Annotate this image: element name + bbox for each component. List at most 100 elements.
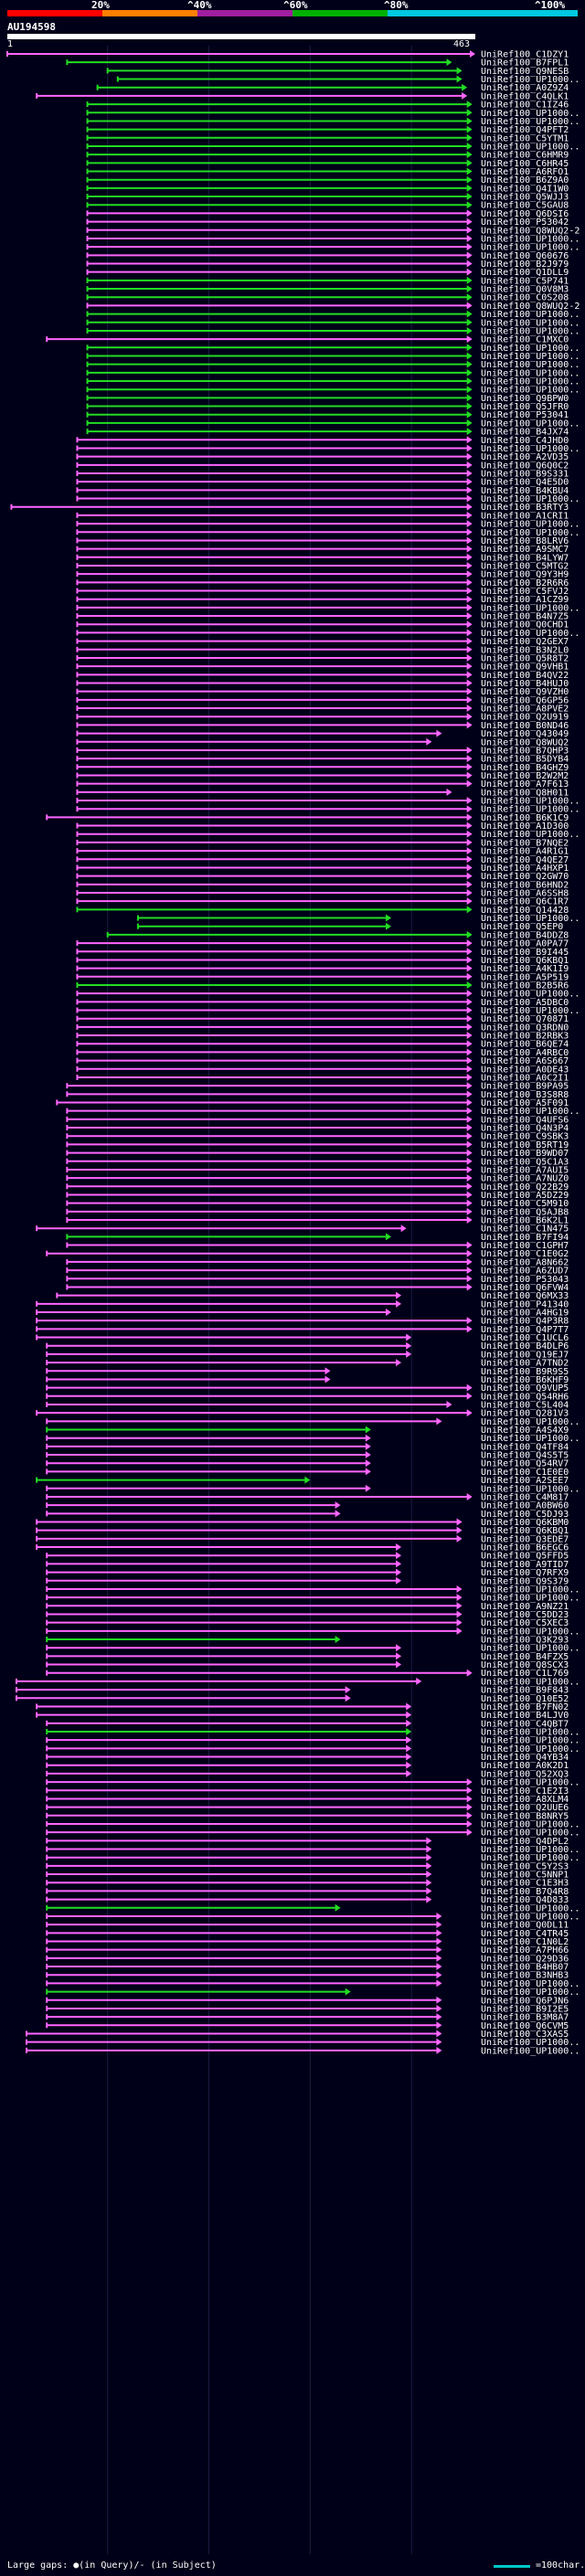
hit-label[interactable]: UniRef100_C1GPH7: [481, 1241, 569, 1251]
hit-row[interactable]: UniRef100_Q9VUP5: [46, 1383, 569, 1394]
hit-label[interactable]: UniRef100_P53041: [481, 410, 569, 420]
hit-label[interactable]: UniRef100_Q29D36: [481, 1954, 569, 1964]
hit-row[interactable]: UniRef100_Q9BPW0: [86, 394, 569, 404]
hit-row[interactable]: UniRef100_C1L769: [46, 1669, 569, 1679]
hit-row[interactable]: UniRef100_UP1000..: [86, 419, 580, 429]
hit-row[interactable]: UniRef100_B6EGC6: [36, 1543, 569, 1553]
hit-row[interactable]: UniRef100_A8PVE2: [76, 705, 569, 715]
hit-row[interactable]: UniRef100_A1CZ99: [76, 595, 569, 605]
hit-label[interactable]: UniRef100_B8LRV6: [481, 536, 569, 546]
hit-label[interactable]: UniRef100_Q3RDN0: [481, 1023, 569, 1033]
hit-row[interactable]: UniRef100_A7PH66: [46, 1945, 569, 1956]
hit-label[interactable]: UniRef100_UP1000..: [481, 109, 580, 119]
hit-row[interactable]: UniRef100_C4QLK1: [36, 91, 569, 101]
hit-label[interactable]: UniRef100_UP1000..: [481, 629, 580, 639]
hit-label[interactable]: UniRef100_UP1000..: [481, 318, 580, 328]
hit-label[interactable]: UniRef100_C5GAU8: [481, 201, 569, 211]
hit-label[interactable]: UniRef100_A2VD35: [481, 452, 569, 462]
hit-row[interactable]: UniRef100_C5Y2S3: [46, 1861, 569, 1871]
hit-label[interactable]: UniRef100_C1E2I3: [481, 1786, 569, 1797]
hit-row[interactable]: UniRef100_C6HR45: [86, 159, 569, 169]
hit-label[interactable]: UniRef100_B7Q4R8: [481, 1887, 569, 1897]
hit-label[interactable]: UniRef100_Q4N3P4: [481, 1124, 569, 1134]
hit-label[interactable]: UniRef100_Q7RFX9: [481, 1568, 569, 1578]
hit-label[interactable]: UniRef100_Q8WUQ2-2: [481, 302, 580, 312]
hit-row[interactable]: UniRef100_UP1000..: [86, 386, 580, 396]
hit-row[interactable]: UniRef100_A4HG19: [36, 1309, 569, 1319]
hit-label[interactable]: UniRef100_B3N2L0: [481, 645, 569, 655]
hit-row[interactable]: UniRef100_Q6DSI6: [86, 209, 569, 219]
hit-label[interactable]: UniRef100_B6EGC6: [481, 1543, 569, 1553]
hit-row[interactable]: UniRef100_Q3K293: [46, 1636, 569, 1646]
hit-row[interactable]: UniRef100_C1MXC0: [46, 335, 569, 345]
hit-row[interactable]: UniRef100_Q4S5T5: [46, 1451, 569, 1461]
hit-row[interactable]: UniRef100_UP1000..: [86, 344, 580, 354]
hit-label[interactable]: UniRef100_UP1000..: [481, 797, 580, 807]
hit-label[interactable]: UniRef100_B9PA95: [481, 1082, 569, 1092]
hit-row[interactable]: UniRef100_UP1000..: [86, 377, 580, 387]
hit-row[interactable]: UniRef100_Q6MX33: [56, 1291, 569, 1301]
hit-row[interactable]: UniRef100_B0ND46: [76, 721, 569, 731]
hit-label[interactable]: UniRef100_C1E0G2: [481, 1249, 569, 1259]
hit-label[interactable]: UniRef100_UP1000..: [481, 377, 580, 387]
hit-row[interactable]: UniRef100_UP1000..: [46, 1912, 580, 1922]
hit-label[interactable]: UniRef100_A4S4X9: [481, 1426, 569, 1436]
hit-row[interactable]: UniRef100_UP1000..: [76, 1006, 580, 1016]
hit-label[interactable]: UniRef100_UP1000..: [481, 1594, 580, 1604]
hit-row[interactable]: UniRef100_Q5EP0: [136, 922, 563, 932]
hit-row[interactable]: UniRef100_A7F613: [76, 779, 569, 790]
hit-row[interactable]: UniRef100_B2R6R6: [76, 578, 569, 588]
hit-row[interactable]: UniRef100_C0S208: [86, 293, 569, 303]
hit-label[interactable]: UniRef100_B4DDZ8: [481, 930, 569, 940]
hit-label[interactable]: UniRef100_B2B5R6: [481, 981, 569, 991]
hit-label[interactable]: UniRef100_B4GHZ9: [481, 763, 569, 773]
hit-label[interactable]: UniRef100_C1UCL6: [481, 1333, 569, 1343]
hit-row[interactable]: UniRef100_C1N475: [36, 1224, 569, 1235]
hit-label[interactable]: UniRef100_B4KBU4: [481, 486, 569, 496]
hit-label[interactable]: UniRef100_B4N7Z5: [481, 612, 569, 622]
hit-label[interactable]: UniRef100_Q6KBM0: [481, 1518, 569, 1528]
hit-row[interactable]: UniRef100_Q0V8M3: [86, 285, 569, 295]
hit-label[interactable]: UniRef100_UP1000..: [481, 1744, 580, 1754]
hit-label[interactable]: UniRef100_Q0CHD1: [481, 620, 569, 631]
hit-row[interactable]: UniRef100_A5P519: [76, 972, 569, 982]
hit-label[interactable]: UniRef100_B4JX74: [481, 428, 569, 438]
hit-row[interactable]: UniRef100_B3RTY3: [10, 503, 569, 513]
hit-label[interactable]: UniRef100_B4HB07: [481, 1963, 569, 1973]
hit-label[interactable]: UniRef100_Q5FFD5: [481, 1552, 569, 1562]
hit-row[interactable]: UniRef100_Q4QE27: [76, 855, 569, 865]
hit-label[interactable]: UniRef100_B9S331: [481, 470, 569, 480]
hit-label[interactable]: UniRef100_UP1000..: [481, 1484, 580, 1494]
hit-row[interactable]: UniRef100_A6ZUD7: [66, 1267, 569, 1277]
hit-row[interactable]: UniRef100_Q8H011: [76, 788, 569, 798]
hit-label[interactable]: UniRef100_B7FPL1: [481, 58, 569, 69]
hit-row[interactable]: UniRef100_C5NNP1: [46, 1871, 569, 1881]
hit-label[interactable]: UniRef100_B7QHP3: [481, 746, 569, 756]
hit-row[interactable]: UniRef100_B4JX74: [86, 428, 569, 438]
hit-row[interactable]: UniRef100_C4QBT7: [46, 1719, 569, 1729]
hit-row[interactable]: UniRef100_Q6CVM5: [46, 2021, 569, 2031]
hit-row[interactable]: UniRef100_B9F843: [15, 1686, 569, 1696]
hit-label[interactable]: UniRef100_B2W2M2: [481, 771, 569, 781]
hit-label[interactable]: UniRef100_B4QV22: [481, 671, 569, 681]
hit-row[interactable]: UniRef100_Q43049: [76, 729, 569, 739]
hit-label[interactable]: UniRef100_Q9VZH0: [481, 687, 569, 697]
hit-row[interactable]: UniRef100_C5P741: [86, 276, 569, 286]
hit-label[interactable]: UniRef100_C5DD23: [481, 1610, 569, 1620]
hit-row[interactable]: UniRef100_A8XLM4: [46, 1795, 569, 1805]
hit-label[interactable]: UniRef100_B7FN02: [481, 1702, 569, 1712]
hit-label[interactable]: UniRef100_B9WD07: [481, 1149, 569, 1159]
hit-row[interactable]: UniRef100_UP1000..: [46, 1903, 580, 1913]
hit-label[interactable]: UniRef100_C1N475: [481, 1224, 569, 1235]
hit-label[interactable]: UniRef100_C1N0L2: [481, 1937, 569, 1947]
hit-row[interactable]: UniRef100_C1E0E0: [46, 1468, 569, 1478]
hit-row[interactable]: UniRef100_Q4E5D0: [76, 478, 569, 488]
hit-row[interactable]: UniRef100_C1E3H3: [46, 1879, 569, 1889]
hit-row[interactable]: UniRef100_C4M817: [46, 1492, 569, 1502]
hit-row[interactable]: UniRef100_A7TND2: [46, 1359, 569, 1369]
hit-label[interactable]: UniRef100_Q6KBQ1: [481, 956, 569, 966]
hit-row[interactable]: UniRef100_A9SMC7: [76, 545, 569, 555]
hit-row[interactable]: UniRef100_C5FVJ2: [76, 587, 569, 597]
hit-row[interactable]: UniRef100_B3M8A7: [46, 2013, 569, 2023]
hit-label[interactable]: UniRef100_B6HND2: [481, 880, 569, 890]
